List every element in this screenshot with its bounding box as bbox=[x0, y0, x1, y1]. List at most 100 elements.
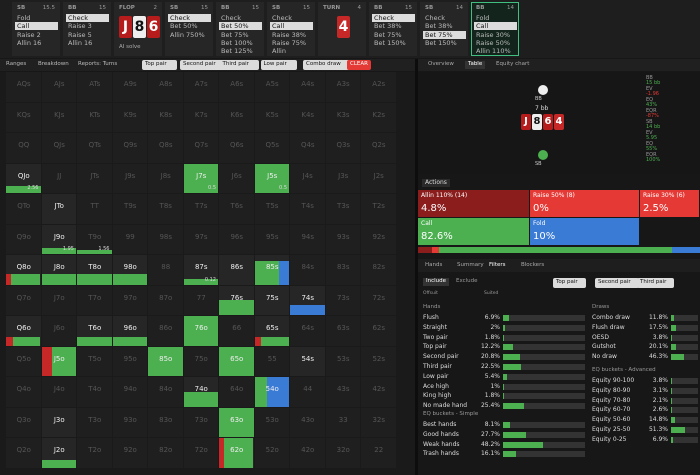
nav-action[interactable]: Check bbox=[168, 14, 211, 22]
hand-cell[interactable]: J6o bbox=[41, 316, 76, 346]
hand-cell[interactable]: Q2s bbox=[361, 133, 396, 163]
nav-action[interactable]: Bet 150% bbox=[425, 38, 457, 47]
hand-cell[interactable]: ATs bbox=[77, 72, 112, 102]
nav-action[interactable]: Call bbox=[15, 22, 58, 31]
hand-cell[interactable]: T6s bbox=[219, 194, 254, 224]
hand-cell[interactable]: 88 bbox=[148, 255, 183, 285]
nav-action[interactable]: Allin 110% bbox=[476, 47, 511, 56]
hand-cell[interactable]: J7s 0.5 bbox=[183, 163, 218, 193]
hand-cell[interactable]: Q8o bbox=[6, 255, 41, 285]
hand-cell[interactable]: 86o bbox=[148, 316, 183, 346]
hand-cell[interactable]: J4o bbox=[41, 377, 76, 407]
hand-cell[interactable]: 93s bbox=[325, 224, 360, 254]
hand-cell[interactable]: 76s bbox=[219, 285, 254, 315]
hand-cell[interactable]: K3s bbox=[325, 102, 360, 132]
panel-tab[interactable]: Overview bbox=[428, 61, 454, 67]
hand-cell[interactable]: KQs bbox=[6, 102, 41, 132]
hand-cell[interactable]: 73s bbox=[325, 285, 360, 315]
hand-cell[interactable]: Q6o bbox=[6, 316, 41, 346]
nav-column[interactable]: SB 15.5 Fold Call Raise 2 Allin 16 bbox=[12, 2, 60, 56]
action-box[interactable]: Allin 110% (14) 4.8% bbox=[418, 190, 529, 217]
nav-action[interactable]: Bet 125% bbox=[221, 47, 253, 56]
nav-action[interactable]: Allin 16 bbox=[17, 38, 42, 47]
hand-cell[interactable]: A9s bbox=[112, 72, 147, 102]
hand-cell[interactable]: A3s bbox=[325, 72, 360, 102]
hand-cell[interactable]: 84s bbox=[290, 255, 325, 285]
hand-cell[interactable]: J2o bbox=[41, 438, 76, 468]
hand-cell[interactable]: KTs bbox=[77, 102, 112, 132]
toolbar-tab[interactable]: Reports: Turns bbox=[78, 61, 118, 67]
nav-action[interactable]: Bet 75% bbox=[221, 30, 249, 39]
hand-cell[interactable]: 95o bbox=[112, 346, 147, 376]
toolbar-tab[interactable]: Breakdown bbox=[38, 61, 69, 67]
hand-cell[interactable]: AQs bbox=[6, 72, 41, 102]
hand-cell[interactable]: 86s bbox=[219, 255, 254, 285]
nav-action[interactable]: Bet 100% bbox=[221, 38, 253, 47]
hand-cell[interactable]: 77 bbox=[183, 285, 218, 315]
hand-cell[interactable]: JTo bbox=[41, 194, 76, 224]
filter-tab[interactable]: Hands bbox=[425, 262, 443, 268]
hand-cell[interactable]: 62s bbox=[361, 316, 396, 346]
hand-cell[interactable]: Q7s bbox=[183, 133, 218, 163]
hand-cell[interactable]: 74s bbox=[290, 285, 325, 315]
hand-cell[interactable]: J9s bbox=[112, 163, 147, 193]
hand-cell[interactable]: 22 bbox=[361, 438, 396, 468]
hand-cell[interactable]: T4s bbox=[290, 194, 325, 224]
hand-cell[interactable]: Q7o bbox=[6, 285, 41, 315]
hand-cell[interactable]: T8s bbox=[148, 194, 183, 224]
nav-column[interactable]: BB 15 Check Bet 50% Bet 75% Bet 100% Bet 125% bbox=[216, 2, 264, 56]
nav-action[interactable]: Bet 75% bbox=[423, 30, 466, 39]
hand-cell[interactable]: K7s bbox=[183, 102, 218, 132]
hand-cell[interactable]: 32s bbox=[361, 407, 396, 437]
hand-cell[interactable]: 94o bbox=[112, 377, 147, 407]
hand-cell[interactable]: J5o bbox=[41, 346, 76, 376]
hand-cell[interactable]: 92s bbox=[361, 224, 396, 254]
filter-chip[interactable]: Third pair bbox=[219, 60, 259, 70]
nav-action[interactable]: Allin bbox=[272, 47, 286, 56]
hand-cell[interactable]: K2s bbox=[361, 102, 396, 132]
nav-action[interactable]: Check bbox=[425, 14, 445, 22]
clear-button[interactable]: CLEAR bbox=[347, 60, 371, 70]
nav-action[interactable]: Raise 38% bbox=[272, 30, 307, 39]
hand-cell[interactable]: 87s 0.12 bbox=[183, 255, 218, 285]
hand-cell[interactable]: 98o bbox=[112, 255, 147, 285]
hand-cell[interactable]: 54o bbox=[254, 377, 289, 407]
hand-cell[interactable]: Q2o bbox=[6, 438, 41, 468]
hand-cell[interactable]: 44 bbox=[290, 377, 325, 407]
hand-cell[interactable]: Q8s bbox=[148, 133, 183, 163]
nav-column[interactable]: BB 15 Check Bet 38% Bet 75% Bet 150% bbox=[369, 2, 417, 56]
hand-cell[interactable]: T6o bbox=[77, 316, 112, 346]
hand-cell[interactable]: A7s bbox=[183, 72, 218, 102]
hand-cell[interactable]: AJs bbox=[41, 72, 76, 102]
hand-cell[interactable]: 76o bbox=[183, 316, 218, 346]
hand-cell[interactable]: 82o bbox=[148, 438, 183, 468]
hand-cell[interactable]: K5s bbox=[254, 102, 289, 132]
action-box[interactable]: Call 82.6% bbox=[418, 218, 529, 245]
nav-column[interactable]: SB 15 Check Call Raise 38% Raise 75% Allin bbox=[267, 2, 315, 56]
hand-cell[interactable]: 54s bbox=[290, 346, 325, 376]
hand-cell[interactable]: 96o bbox=[112, 316, 147, 346]
hand-cell[interactable]: 84o bbox=[148, 377, 183, 407]
actions-dropdown[interactable]: Actions bbox=[422, 179, 450, 187]
hand-cell[interactable]: T3o bbox=[77, 407, 112, 437]
hand-cell[interactable]: 63s bbox=[325, 316, 360, 346]
hand-cell[interactable]: J3s bbox=[325, 163, 360, 193]
nav-action[interactable]: Call bbox=[270, 22, 313, 31]
hand-cell[interactable]: 98s bbox=[148, 224, 183, 254]
nav-action[interactable]: Bet 150% bbox=[374, 38, 406, 47]
nav-column[interactable]: BB 14 Fold Call Raise 30% Raise 50% Allin 110% bbox=[471, 2, 519, 56]
nav-action[interactable]: Raise 3 bbox=[68, 22, 92, 31]
hand-cell[interactable]: J2s bbox=[361, 163, 396, 193]
hand-cell[interactable]: 63o bbox=[219, 407, 254, 437]
hand-cell[interactable]: Q9o bbox=[6, 224, 41, 254]
hand-cell[interactable]: 32o bbox=[325, 438, 360, 468]
filter-chip[interactable]: Second pair bbox=[180, 60, 226, 70]
nav-action[interactable]: Check bbox=[66, 14, 109, 22]
hand-cell[interactable]: A8s bbox=[148, 72, 183, 102]
hand-cell[interactable]: 92o bbox=[112, 438, 147, 468]
filter-chip[interactable]: Top pair bbox=[142, 60, 177, 70]
hand-cell[interactable]: T2s bbox=[361, 194, 396, 224]
hand-cell[interactable]: A5s bbox=[254, 72, 289, 102]
hand-cell[interactable]: Q5o bbox=[6, 346, 41, 376]
panel-tab[interactable]: Table bbox=[465, 61, 486, 69]
